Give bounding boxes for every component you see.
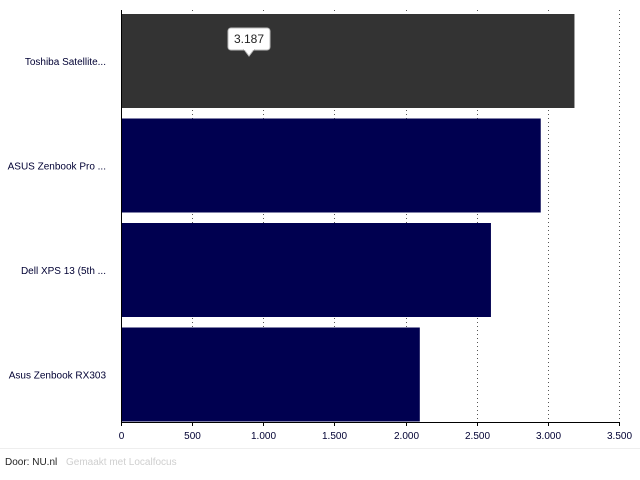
x-tick-label: 2.000 <box>394 431 419 442</box>
tooltip-value: 3.187 <box>234 32 264 46</box>
category-label: ASUS Zenbook Pro ... <box>8 162 106 173</box>
bar[interactable] <box>121 327 420 422</box>
bar[interactable] <box>121 14 575 108</box>
bars <box>121 14 575 422</box>
bar[interactable] <box>121 118 541 213</box>
x-tick-label: 500 <box>184 431 201 442</box>
category-labels: Toshiba Satellite... ASUS Zenbook Pro ...… <box>8 57 107 382</box>
bar[interactable] <box>121 223 491 317</box>
author-credit: Door: NU.nl <box>5 457 58 468</box>
chart-footer: Door: NU.nl Gemaakt met Localfocus <box>0 448 640 480</box>
x-axis: 0 500 1.000 1.500 2.000 2.500 3.000 3.500 <box>119 10 632 442</box>
value-tooltip: 3.187 <box>227 27 271 57</box>
x-tick-label: 3.000 <box>536 431 561 442</box>
tooltip-pointer-mask <box>244 48 254 50</box>
made-with-credit[interactable]: Gemaakt met Localfocus <box>66 457 177 468</box>
x-tick-label: 1.000 <box>251 431 276 442</box>
category-label: Dell XPS 13 (5th ... <box>21 266 106 277</box>
x-tick-label: 2.500 <box>465 431 490 442</box>
x-tick-label: 1.500 <box>322 431 347 442</box>
x-tick-label: 3.500 <box>607 431 632 442</box>
bar-chart: Toshiba Satellite... ASUS Zenbook Pro ...… <box>8 10 632 442</box>
category-label: Asus Zenbook RX303 <box>9 371 107 382</box>
category-label: Toshiba Satellite... <box>25 57 106 68</box>
x-tick-label: 0 <box>119 431 125 442</box>
